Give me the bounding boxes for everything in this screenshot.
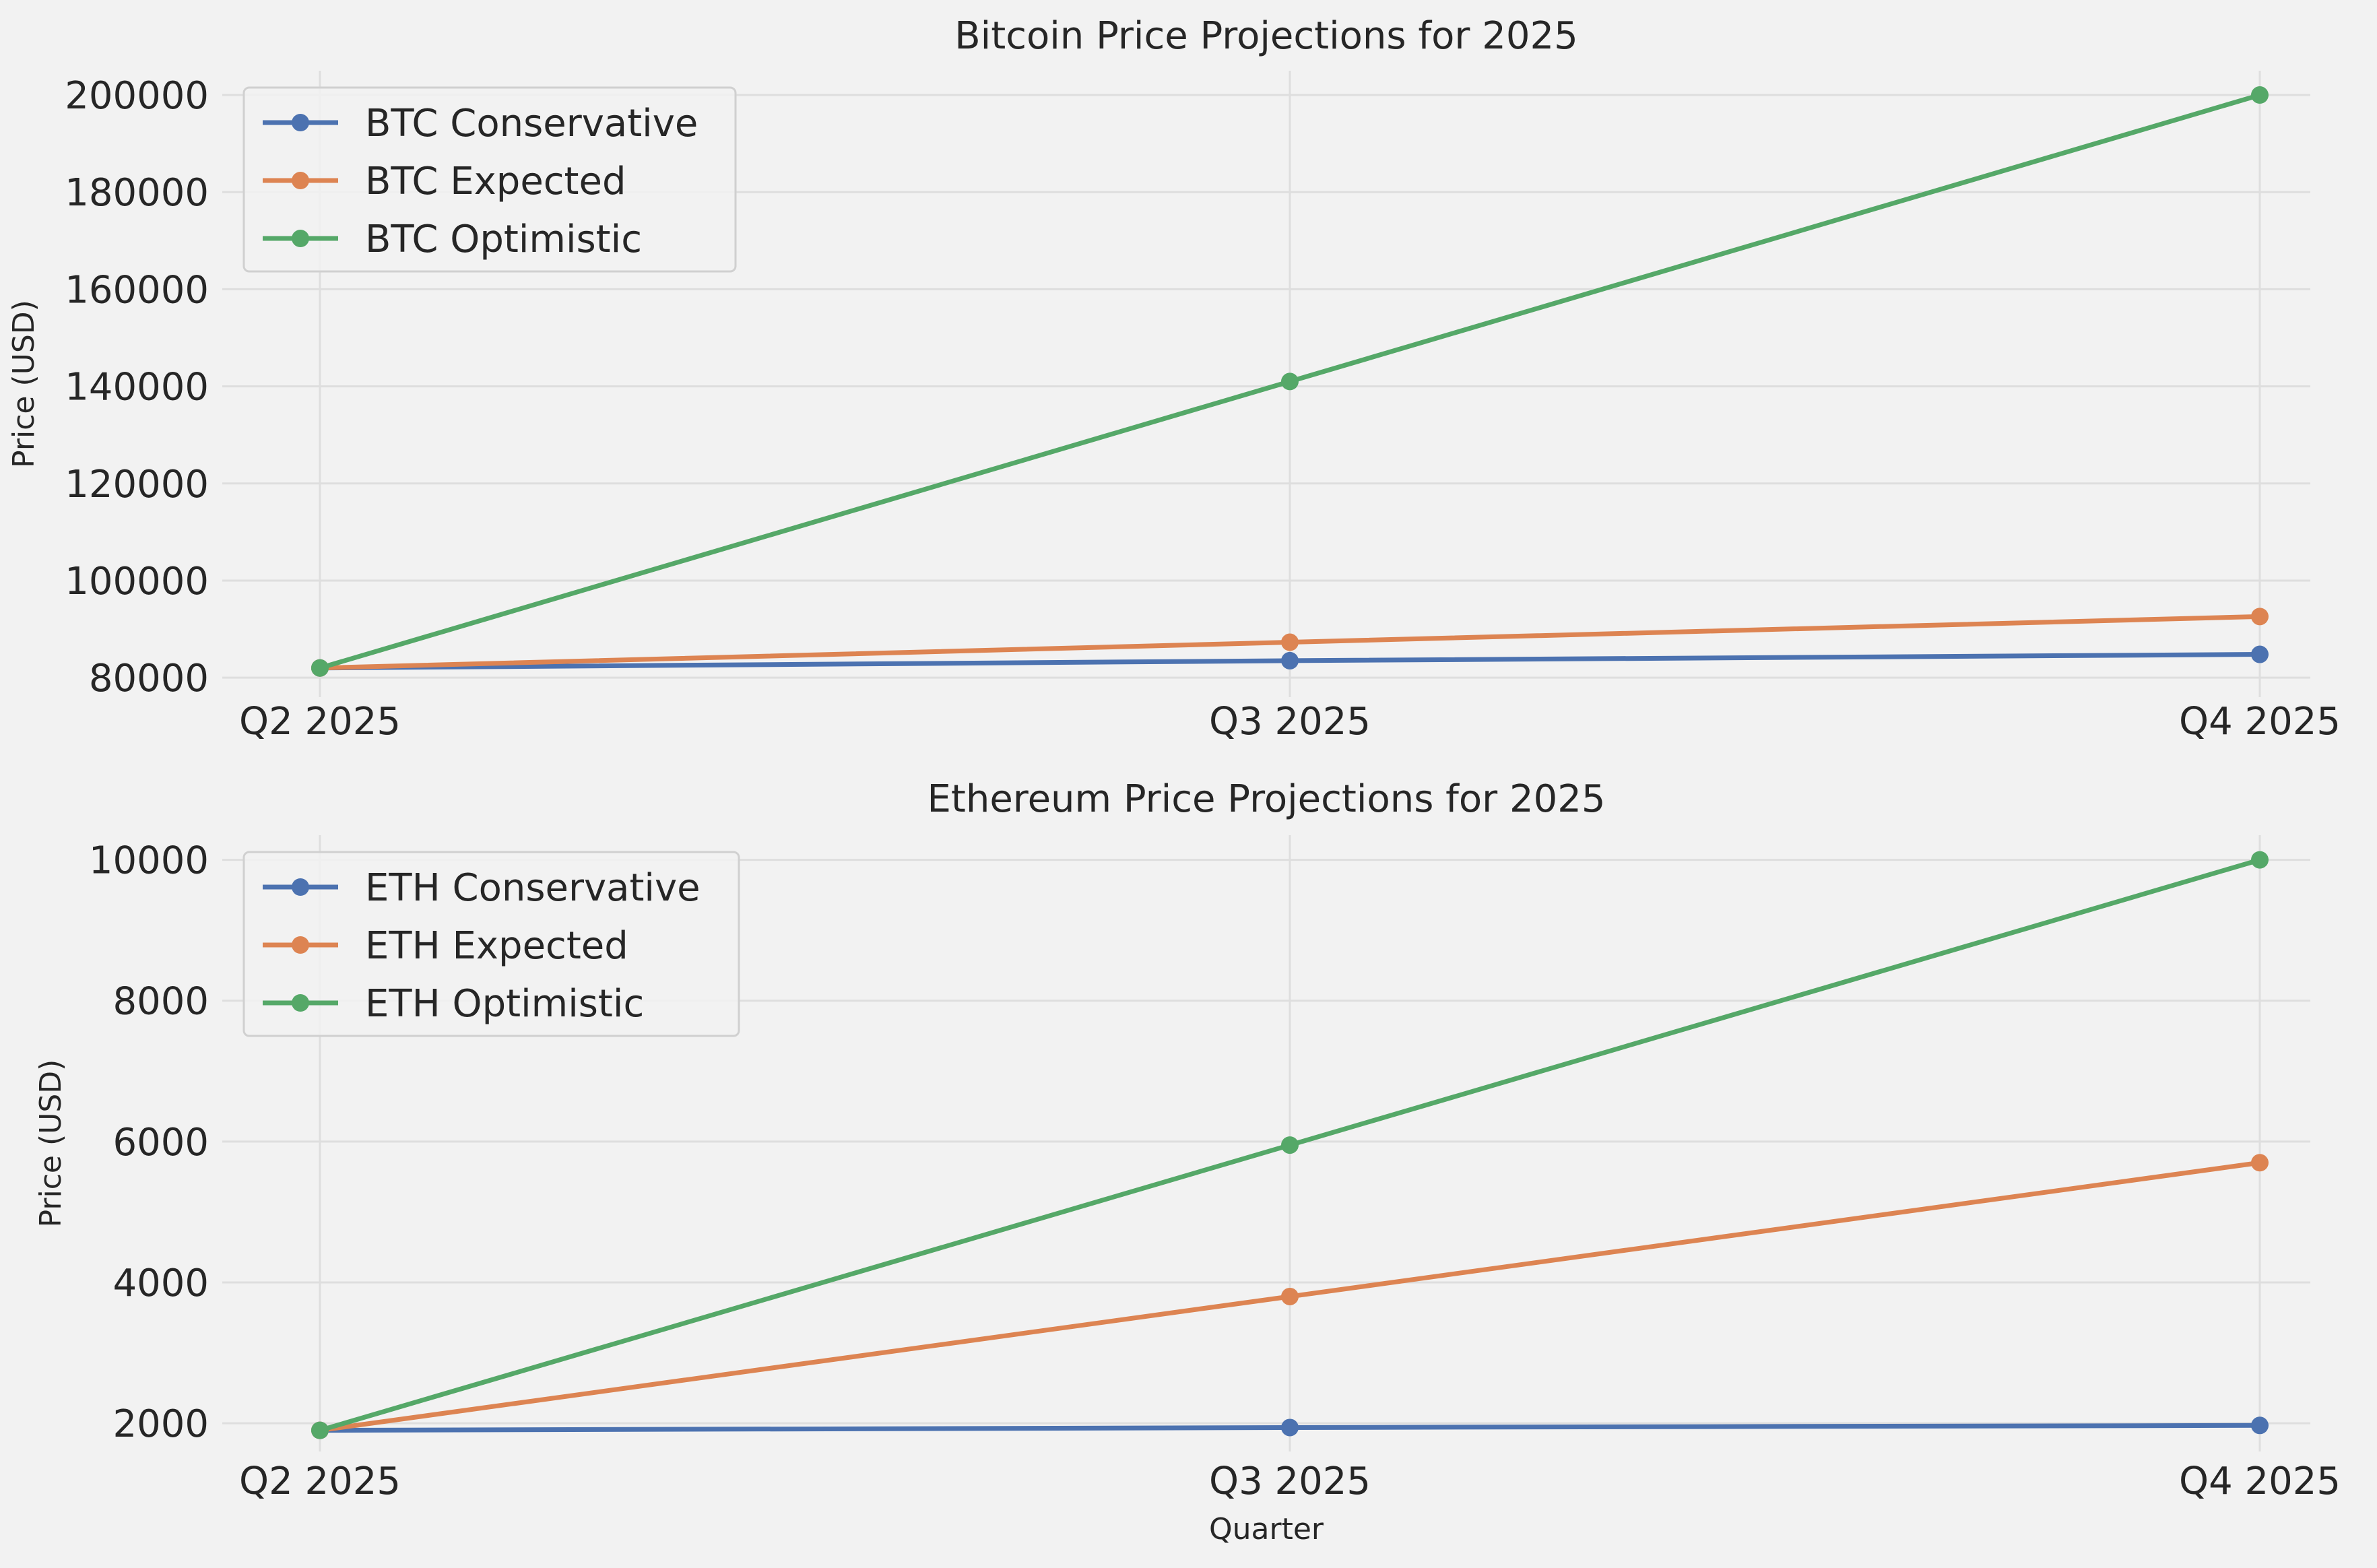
data-point [1281, 1287, 1299, 1305]
legend-swatch-marker [292, 114, 309, 131]
legend-swatch-marker [292, 878, 309, 896]
x-tick-label: Q3 2025 [1209, 1460, 1371, 1503]
x-tick-label: Q4 2025 [2179, 700, 2341, 744]
data-point [311, 659, 329, 677]
legend-entry-label: BTC Expected [365, 160, 626, 203]
y-tick-label: 2000 [112, 1402, 209, 1446]
legend-entry-label: BTC Conservative [365, 102, 698, 145]
x-tick-label: Q3 2025 [1209, 700, 1371, 744]
y-axis-label: Price (USD) [34, 1059, 68, 1228]
y-tick-label: 120000 [65, 463, 209, 507]
x-tick-label: Q4 2025 [2179, 1460, 2341, 1503]
y-tick-label: 6000 [112, 1121, 209, 1165]
y-tick-label: 100000 [65, 560, 209, 603]
y-tick-label: 180000 [65, 171, 209, 215]
legend-swatch-marker [292, 994, 309, 1012]
chart-panel-2: Ethereum Price Projections for 2025 2000 4… [34, 777, 2341, 1546]
legend-box [242, 86, 737, 273]
x-tick-label: Q2 2025 [239, 1460, 401, 1503]
y-tick-label: 140000 [65, 366, 209, 410]
data-point [2251, 1154, 2269, 1172]
legend-entry-label: ETH Conservative [365, 866, 701, 910]
x-tick-label: Q2 2025 [239, 700, 401, 744]
legend-swatch-marker [292, 172, 309, 189]
data-point [1281, 1136, 1299, 1154]
legend-entry-label: ETH Expected [365, 924, 628, 968]
data-point [2251, 608, 2269, 626]
data-point [2251, 851, 2269, 869]
y-tick-label: 8000 [112, 980, 209, 1024]
y-tick-label: 80000 [89, 657, 209, 700]
legend-entry-label: ETH Optimistic [365, 982, 644, 1026]
legend: BTC Conservative BTC Expected BTC Optimist… [242, 86, 737, 273]
chart-title: Ethereum Price Projections for 2025 [927, 777, 1606, 821]
legend-swatch-marker [292, 230, 309, 247]
y-tick-label: 4000 [112, 1262, 209, 1305]
data-point [2251, 645, 2269, 663]
chart-title: Bitcoin Price Projections for 2025 [954, 14, 1577, 58]
legend-swatch-marker [292, 936, 309, 954]
y-axis-label: Price (USD) [7, 300, 41, 468]
data-point [2251, 86, 2269, 104]
y-tick-label: 10000 [89, 839, 209, 883]
legend-box [242, 851, 740, 1037]
data-point [1281, 651, 1299, 669]
chart-panel-1: Bitcoin Price Projections for 2025 80000 1… [7, 14, 2341, 744]
data-point [2251, 1416, 2269, 1435]
legend-entry-label: BTC Optimistic [365, 218, 642, 261]
data-point [1281, 633, 1299, 651]
legend: ETH Conservative ETH Expected ETH Optimist… [242, 851, 740, 1037]
y-tick-label: 160000 [65, 268, 209, 312]
data-point [1281, 1418, 1299, 1437]
data-point [1281, 372, 1299, 391]
data-point [311, 1421, 329, 1439]
y-tick-label: 200000 [65, 74, 209, 118]
x-axis-label: Quarter [1209, 1512, 1324, 1546]
